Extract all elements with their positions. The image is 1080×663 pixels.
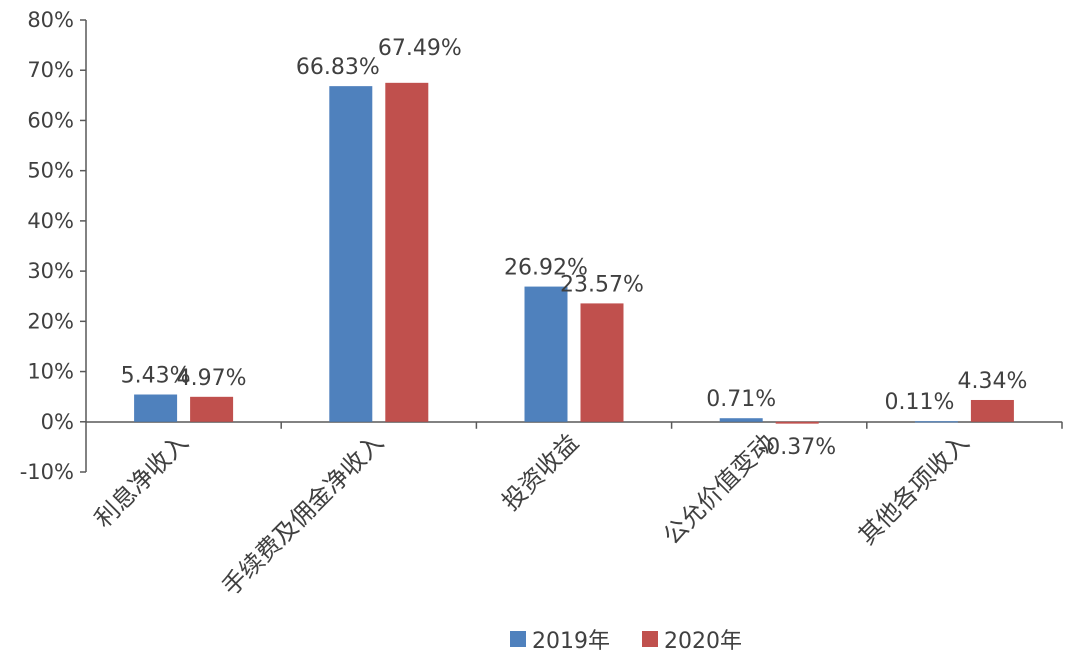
bar-2019-2 <box>524 286 568 422</box>
category-label: 其他各项收入 <box>853 428 975 550</box>
legend-swatch <box>642 631 658 647</box>
bar-2019-3 <box>719 418 763 422</box>
y-tick-label: 70% <box>27 58 74 82</box>
data-label: 67.49% <box>378 36 462 61</box>
bar-2019-0 <box>134 394 178 422</box>
bar-2020-1 <box>385 82 429 422</box>
bars <box>134 82 1014 424</box>
data-label: 4.34% <box>957 369 1027 394</box>
category-label: 公允价值变动 <box>658 428 780 550</box>
y-tick-label: 20% <box>27 309 74 333</box>
bar-2019-1 <box>329 86 373 422</box>
legend-label: 2020年 <box>664 629 742 654</box>
y-tick-label: 40% <box>27 209 74 233</box>
data-label: -0.37% <box>758 435 836 460</box>
bar-2019-4 <box>914 421 958 423</box>
category-label: 手续费及佣金净收入 <box>217 428 390 601</box>
category-label: 利息净收入 <box>89 428 194 533</box>
y-tick-label: 10% <box>27 360 74 384</box>
legend-label: 2019年 <box>532 629 610 654</box>
data-label: 5.43% <box>121 364 191 389</box>
category-labels: 利息净收入 手续费及佣金净收入 投资收益 公允价值变动 其他各项收入 <box>89 428 974 601</box>
legend: 2019年 2020年 <box>510 629 742 654</box>
data-label: 66.83% <box>296 55 380 80</box>
y-axis-ticks: 80% 70% 60% 50% 40% 30% 20% 10% 0% -10% <box>20 8 86 484</box>
y-tick-label: 30% <box>27 259 74 283</box>
bar-2020-3 <box>775 421 819 424</box>
data-label: 4.97% <box>177 366 247 391</box>
y-tick-label: 60% <box>27 108 74 132</box>
data-label: 0.11% <box>884 390 954 415</box>
bar-2020-2 <box>580 303 624 422</box>
y-tick-label: -10% <box>20 460 74 484</box>
data-labels: 5.43%4.97% 66.83%67.49% 26.92%23.57% 0.71% -… <box>121 36 1028 460</box>
legend-swatch <box>510 631 526 647</box>
data-label: 23.57% <box>560 272 644 297</box>
y-tick-label: 50% <box>27 159 74 183</box>
x-axis-ticks <box>280 421 1063 429</box>
bar-2020-4 <box>970 399 1014 422</box>
y-tick-label: 80% <box>27 8 74 32</box>
data-label: 26.92% <box>504 256 588 281</box>
bar-2020-0 <box>190 396 234 422</box>
data-label: 0.71% <box>706 387 776 412</box>
y-tick-label: 0% <box>41 410 74 434</box>
category-label: 投资收益 <box>497 428 585 516</box>
